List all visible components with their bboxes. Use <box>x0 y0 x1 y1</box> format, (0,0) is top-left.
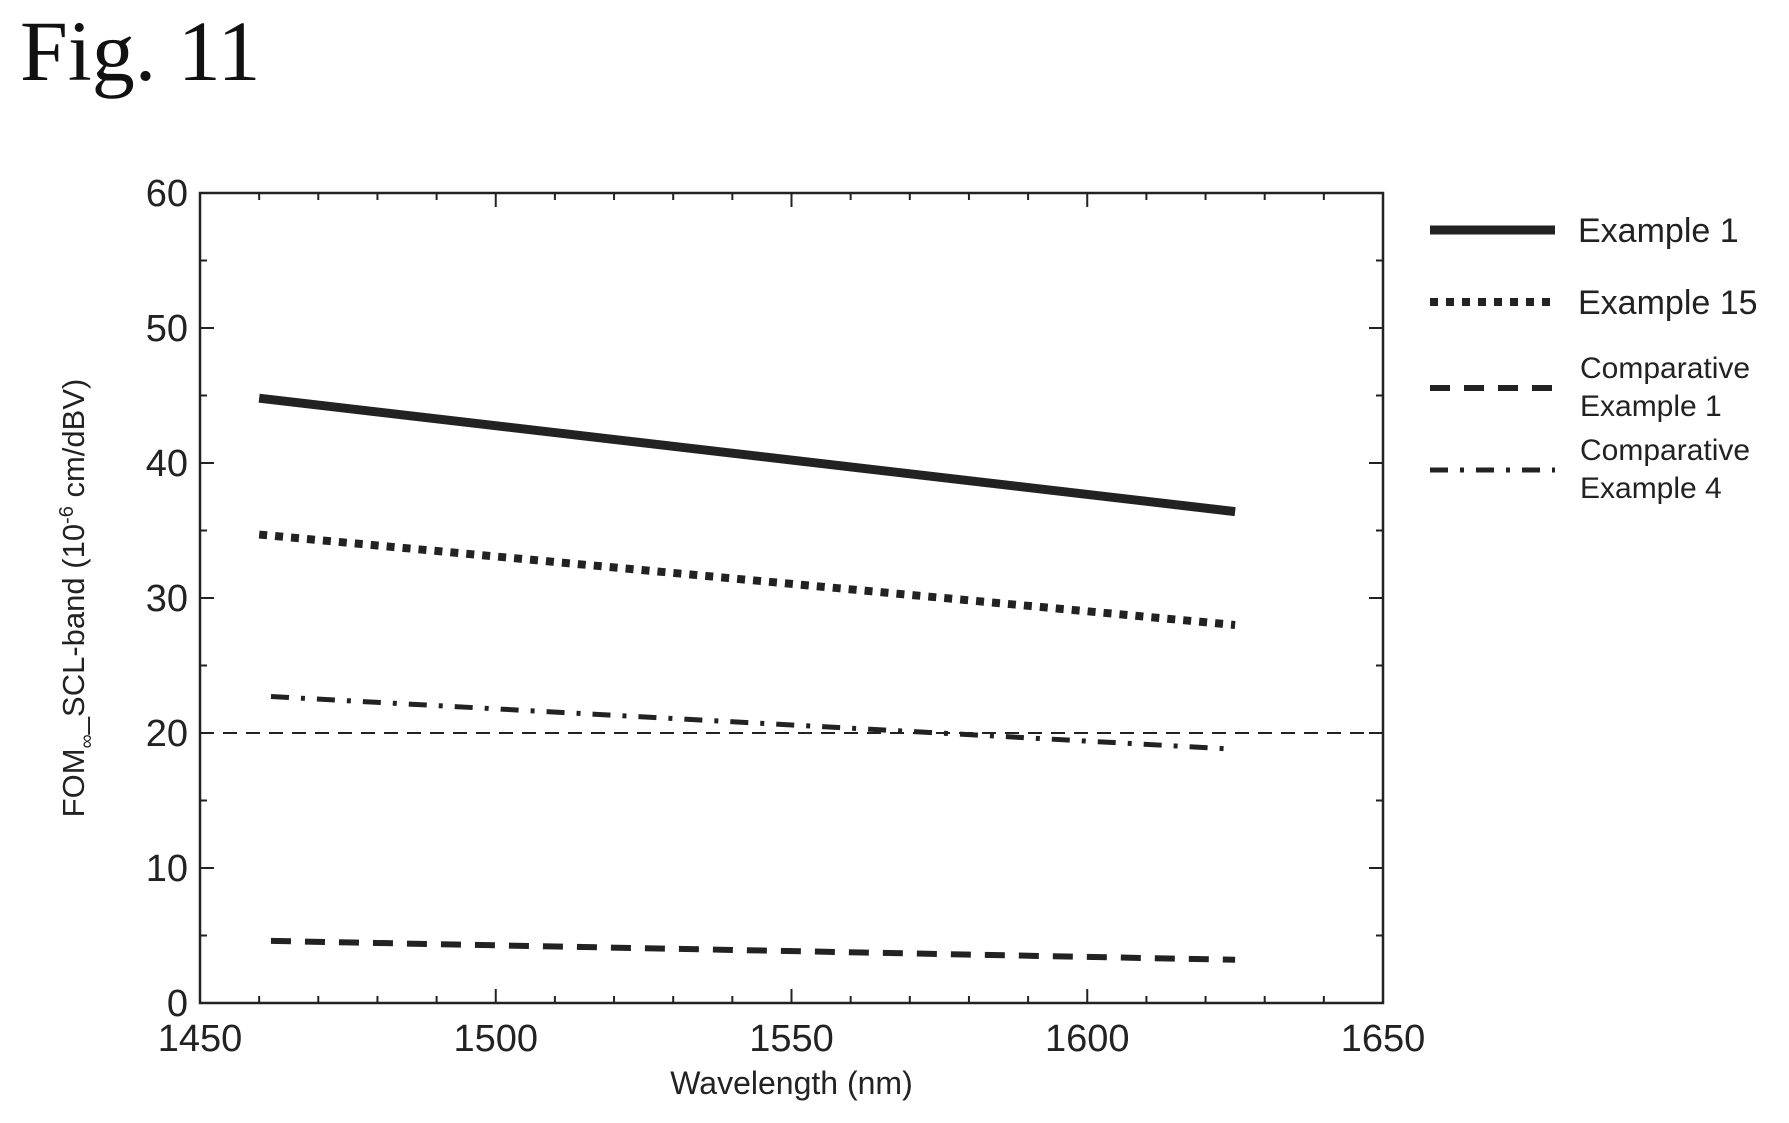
series-layer <box>258 393 1236 963</box>
x-tick-label: 1650 <box>1341 1018 1426 1060</box>
series-line-1 <box>258 393 1236 517</box>
legend: Example 1 Example 15 Comparative Example 1 C… <box>1430 212 1758 505</box>
axis-ticks <box>199 192 1384 1004</box>
series-line-3 <box>270 937 1236 963</box>
x-tick-label: 1450 <box>158 1018 243 1060</box>
legend-label: Example 1 <box>1580 390 1722 423</box>
figure-label: Fig. 11 <box>20 3 261 99</box>
legend-label: Comparative <box>1580 434 1750 467</box>
y-axis-label-part: ∞ <box>76 734 98 748</box>
y-tick-label: 0 <box>167 983 188 1025</box>
y-axis-label-part: cm/dBV) <box>56 379 91 506</box>
y-tick-label: 60 <box>146 173 188 215</box>
legend-label: Example 15 <box>1578 284 1758 322</box>
x-tick-label: 1600 <box>1045 1018 1130 1060</box>
y-axis-label-part: -6 <box>56 506 78 524</box>
y-axis-label: FOM∞_SCL-band (10-6 cm/dBV) <box>56 379 98 818</box>
y-tick-labels: 0 10 20 30 40 50 60 <box>146 173 188 1025</box>
y-tick-label: 30 <box>146 578 188 620</box>
y-tick-label: 40 <box>146 443 188 485</box>
y-tick-label: 10 <box>146 848 188 890</box>
series-line-4 <box>270 694 1236 752</box>
x-axis-label: Wavelength (nm) <box>670 1065 912 1101</box>
y-axis-label-part: FOM <box>56 748 91 817</box>
series-line-2 <box>258 530 1236 629</box>
legend-label: Comparative <box>1580 352 1750 385</box>
y-tick-label: 50 <box>146 308 188 350</box>
legend-label: Example 1 <box>1578 212 1739 250</box>
y-axis-label-part: _SCL-band (10 <box>56 524 91 735</box>
legend-label: Example 4 <box>1580 472 1722 505</box>
x-tick-labels: 1450 1500 1550 1600 1650 <box>158 1018 1426 1060</box>
plot-frame <box>198 191 1385 1005</box>
x-tick-label: 1550 <box>749 1018 834 1060</box>
x-tick-label: 1500 <box>453 1018 538 1060</box>
y-tick-label: 20 <box>146 713 188 755</box>
